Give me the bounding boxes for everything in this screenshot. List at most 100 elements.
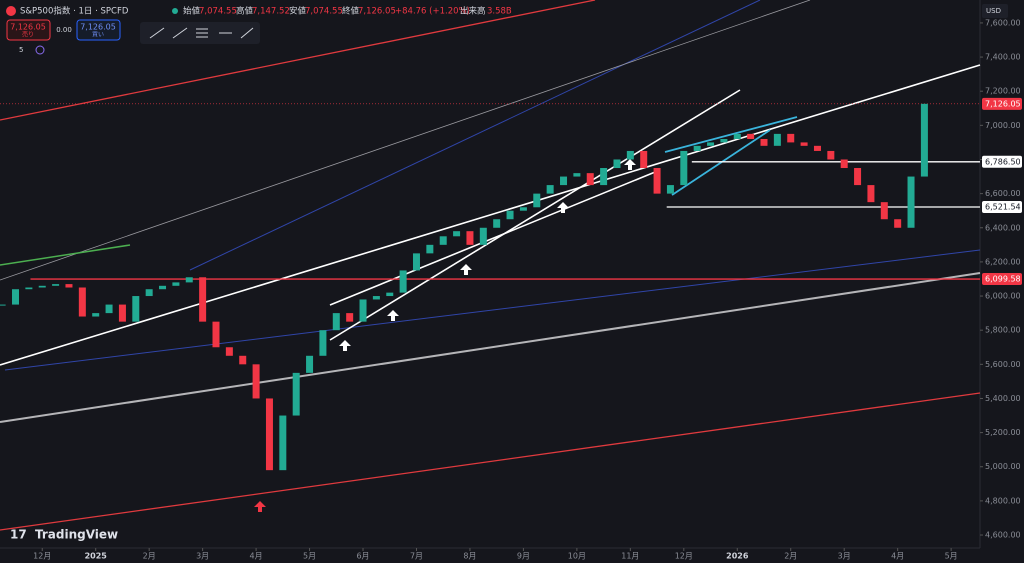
candle — [613, 159, 621, 169]
candle — [666, 185, 674, 194]
candle — [386, 292, 394, 297]
candle — [145, 289, 153, 297]
y-tick-label: 4,800.00 — [985, 496, 1021, 505]
candle — [586, 173, 594, 186]
x-tick-label: 2025 — [85, 552, 108, 561]
candle — [600, 168, 608, 186]
currency[interactable]: USD — [986, 7, 1001, 15]
candle — [560, 176, 568, 186]
candle — [693, 145, 701, 151]
ohlc-label: 出来高 — [460, 6, 486, 17]
candle — [773, 133, 781, 146]
candle — [519, 207, 527, 211]
drawings — [0, 0, 981, 531]
candle — [52, 284, 60, 286]
ohlc-value: 3.58B — [487, 7, 512, 17]
y-tick-label: 6,400.00 — [985, 223, 1021, 232]
candle — [813, 145, 821, 151]
candle — [399, 270, 407, 293]
level-badge — [982, 273, 1022, 286]
indicator-count[interactable]: 5 — [19, 46, 23, 54]
level-badge — [982, 155, 1022, 168]
candle — [867, 185, 875, 203]
last-price-label: 7,126.05 — [985, 99, 1021, 108]
candle — [453, 231, 461, 237]
ohlc-label: 始値 — [183, 6, 201, 17]
x-tick-label: 9月 — [517, 552, 530, 561]
x-tick-label: 12月 — [675, 552, 693, 561]
x-tick-label: 2026 — [726, 552, 749, 561]
candle — [733, 133, 741, 140]
brand: TradingView — [35, 528, 118, 542]
x-tick-label: 6月 — [356, 552, 369, 561]
level-label: 6,786.50 — [985, 157, 1021, 166]
sell-button[interactable] — [6, 19, 51, 41]
y-tick-label: 5,400.00 — [985, 394, 1021, 403]
spread: 0.00 — [56, 26, 72, 34]
y-tick-label: 5,800.00 — [985, 326, 1021, 335]
buy-price[interactable]: 7,126.05 — [80, 23, 116, 32]
y-tick-label: 5,600.00 — [985, 360, 1021, 369]
ohlc-label: 終値 — [342, 6, 360, 17]
x-tick-label: 3月 — [838, 552, 851, 561]
y-tick-label: 6,000.00 — [985, 292, 1021, 301]
x-tick-label: 5月 — [945, 552, 958, 561]
candle — [907, 176, 915, 228]
x-tick-label: 12月 — [33, 552, 51, 561]
sell-label[interactable]: 売り — [22, 31, 34, 39]
y-tick-label: 7,200.00 — [985, 87, 1021, 96]
candle — [827, 150, 835, 160]
candle — [760, 139, 768, 146]
buy-button[interactable] — [76, 19, 121, 41]
candle — [479, 227, 487, 245]
ohlc-value: 7,074.55 — [305, 7, 343, 17]
x-tick-label: 4月 — [250, 552, 263, 561]
candle — [506, 210, 514, 220]
candle — [720, 139, 728, 143]
candle — [920, 103, 928, 177]
brand-logo: 17 — [10, 528, 27, 542]
indicator-icon[interactable] — [35, 45, 45, 55]
y-tick-label: 5,000.00 — [985, 462, 1021, 471]
ohlc-value: 7,074.55 — [199, 7, 237, 17]
candle — [159, 285, 167, 290]
candle — [92, 313, 100, 317]
ohlc-label: 安値 — [289, 6, 307, 17]
candle — [747, 133, 755, 140]
candle — [359, 299, 367, 322]
candle — [626, 150, 634, 160]
x-tick-label: 4月 — [891, 552, 904, 561]
level-label: 6,099.58 — [985, 275, 1021, 284]
candle — [533, 193, 541, 208]
candle — [185, 277, 193, 283]
candle — [787, 133, 795, 143]
y-tick-label: 6,600.00 — [985, 189, 1021, 198]
x-tick-label: 5月 — [303, 552, 316, 561]
candle — [172, 282, 180, 286]
candle — [640, 150, 648, 169]
symbol-title: S&P500指数 · 1日 · SPCFD — [20, 6, 129, 17]
candle — [105, 304, 113, 314]
ohlc-value: 7,126.05 — [358, 7, 396, 17]
candle — [426, 244, 434, 254]
candle — [225, 347, 233, 356]
candle — [680, 150, 688, 186]
candle — [38, 285, 46, 288]
candle — [292, 372, 300, 416]
x-tick-label: 11月 — [621, 552, 639, 561]
candle — [466, 231, 474, 245]
header: S&P500指数 · 1日 · SPCFD 始値 7,074.55 高値 7,1… — [6, 4, 1008, 542]
currency-button[interactable] — [982, 4, 1008, 18]
buy-label[interactable]: 買い — [92, 32, 104, 39]
sell-price[interactable]: 7,126.05 — [10, 23, 46, 32]
ohlc-value: 7,147.52 — [252, 7, 290, 17]
candle — [573, 173, 581, 177]
candle — [78, 287, 86, 317]
candle — [840, 159, 848, 169]
candle — [707, 142, 715, 146]
last-price-badge — [982, 97, 1022, 110]
x-tick-label: 2月 — [784, 552, 797, 561]
x-tick-label: 10月 — [568, 552, 586, 561]
candle — [894, 219, 902, 228]
